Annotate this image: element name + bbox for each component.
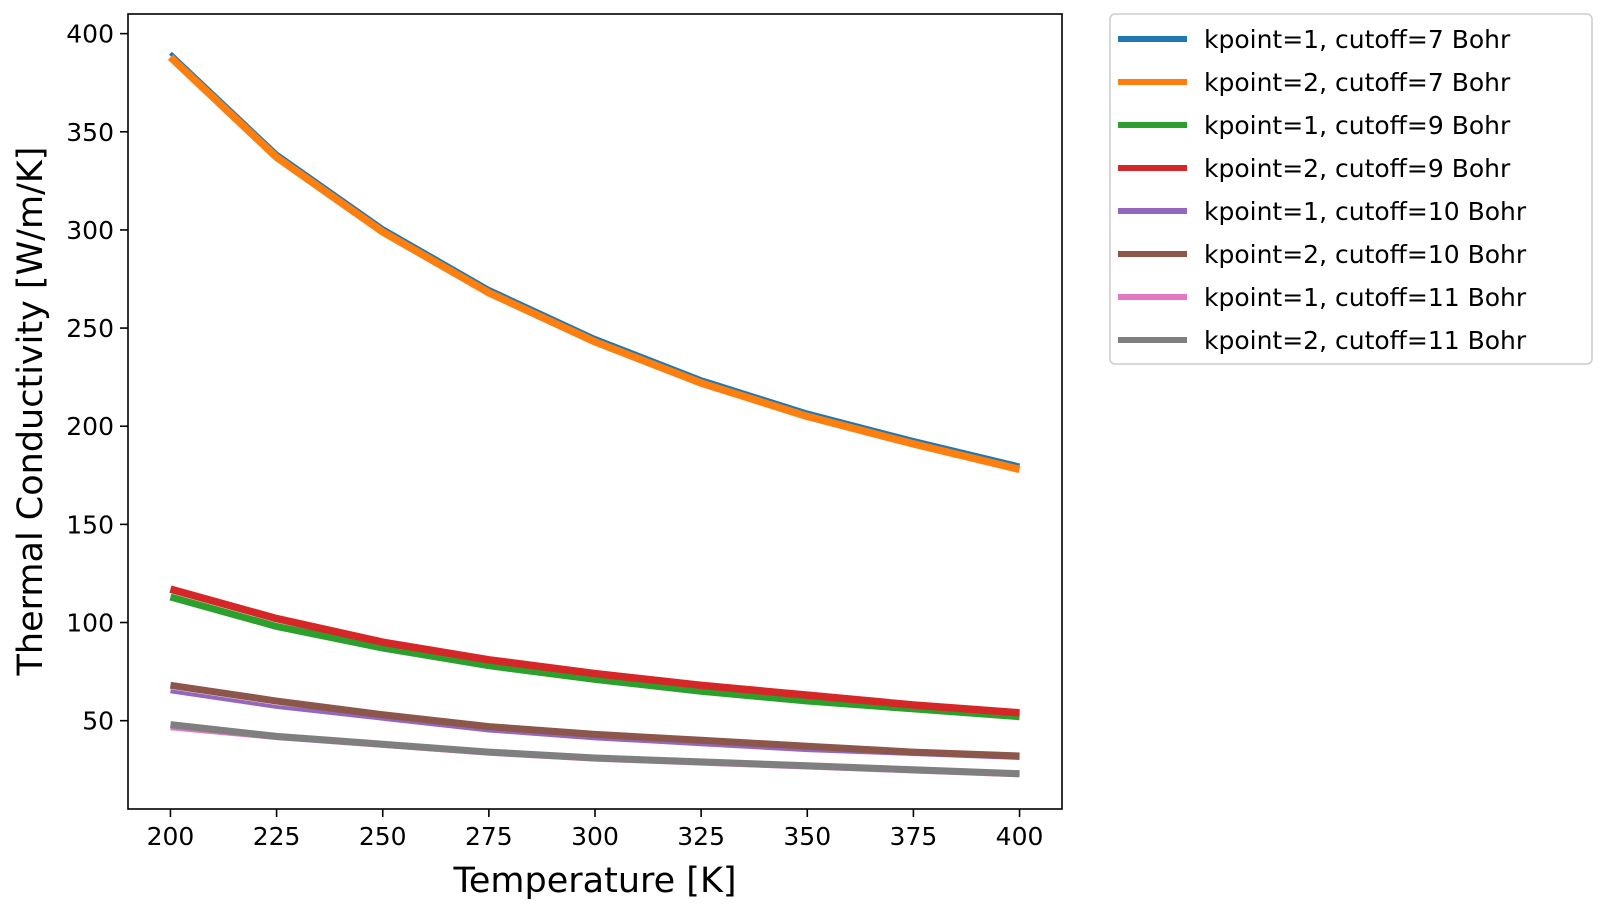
x-tick-label: 200 bbox=[147, 822, 195, 851]
series-line-6 bbox=[169, 681, 1020, 760]
series-line-3 bbox=[169, 593, 1020, 721]
legend-frame bbox=[1109, 13, 1593, 365]
x-tick-label: 250 bbox=[359, 822, 407, 851]
y-tick-label: 400 bbox=[66, 20, 114, 49]
x-axis-title: Temperature [K] bbox=[452, 861, 736, 901]
legend-label: kpoint=1, cutoff=10 Bohr bbox=[1204, 197, 1527, 226]
legend-label: kpoint=2, cutoff=11 Bohr bbox=[1204, 326, 1527, 355]
y-tick-label: 250 bbox=[66, 314, 114, 343]
x-tick-label: 300 bbox=[571, 822, 619, 851]
x-tick-label: 400 bbox=[996, 822, 1044, 851]
series-line-2 bbox=[167, 54, 1021, 474]
x-tick-label: 225 bbox=[253, 822, 301, 851]
legend-label: kpoint=1, cutoff=11 Bohr bbox=[1204, 283, 1527, 312]
legend-label: kpoint=2, cutoff=10 Bohr bbox=[1204, 240, 1527, 269]
x-tick-label: 350 bbox=[783, 822, 831, 851]
legend-label: kpoint=1, cutoff=7 Bohr bbox=[1204, 25, 1511, 54]
x-tick-label: 275 bbox=[465, 822, 513, 851]
series-line-8 bbox=[170, 721, 1020, 778]
y-tick-label: 300 bbox=[66, 216, 114, 245]
plot-area bbox=[128, 14, 1062, 809]
x-tick-label: 325 bbox=[677, 822, 725, 851]
x-axis-ticks: 200 225 250 275 300 325 350 375 400 bbox=[147, 809, 1044, 851]
y-tick-label: 150 bbox=[66, 510, 114, 539]
y-tick-label: 50 bbox=[82, 707, 114, 736]
series-layer bbox=[167, 51, 1021, 778]
legend: kpoint=1, cutoff=7 Bohr kpoint=2, cutoff=… bbox=[1109, 13, 1593, 365]
y-tick-label: 200 bbox=[66, 412, 114, 441]
x-tick-label: 375 bbox=[890, 822, 938, 851]
y-tick-label: 350 bbox=[66, 118, 114, 147]
y-tick-label: 100 bbox=[66, 609, 114, 638]
legend-label: kpoint=2, cutoff=9 Bohr bbox=[1204, 154, 1511, 183]
series-line-4 bbox=[169, 585, 1020, 717]
y-axis-title: Thermal Conductivity [W/m/K] bbox=[11, 147, 51, 677]
legend-label: kpoint=2, cutoff=7 Bohr bbox=[1204, 68, 1511, 97]
y-axis-ticks: 50 100 150 200 250 300 350 400 bbox=[66, 20, 128, 736]
legend-label: kpoint=1, cutoff=9 Bohr bbox=[1204, 111, 1511, 140]
